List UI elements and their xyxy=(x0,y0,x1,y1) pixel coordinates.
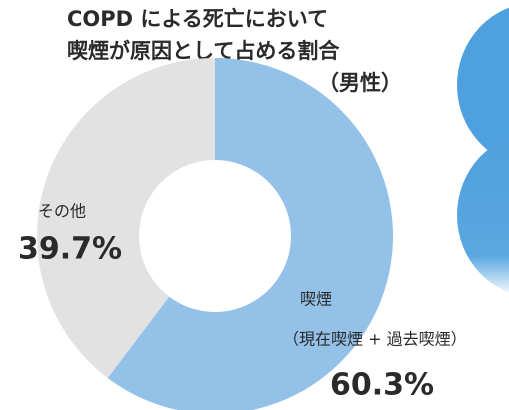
page: {"chart_data": {"type": "donut", "title"… xyxy=(0,0,509,410)
chart-title: COPD による死亡において xyxy=(67,7,328,31)
category-label: その他 xyxy=(38,202,86,221)
category-label: 喫煙 xyxy=(300,290,332,309)
value-label: 39.7% xyxy=(18,232,122,267)
value-label: 60.3% xyxy=(330,368,434,403)
chart-subtitle: （男性） xyxy=(318,71,402,95)
chart: COPD による死亡において 喫煙が原因として占める割合 （男性） 喫煙（現在喫… xyxy=(0,0,509,410)
decoration xyxy=(457,3,509,297)
category-detail: （現在喫煙 + 過去喫煙） xyxy=(283,330,467,349)
